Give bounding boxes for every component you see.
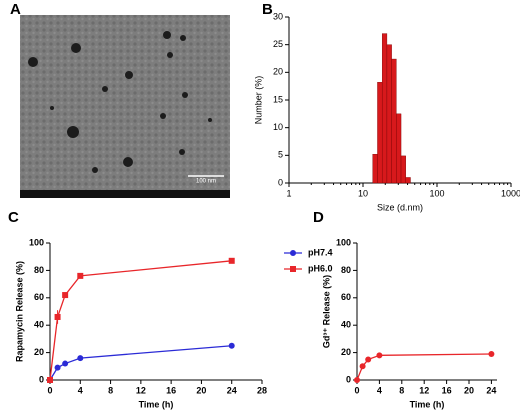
point [62,360,69,367]
image-texture [20,15,230,198]
y-tick-label: 100 [29,237,44,247]
y-tick-label: 20 [341,347,351,357]
info-strip [20,190,230,198]
y-tick-label: 0 [39,374,44,384]
panel-label: C [8,209,19,226]
y-tick-label: 30 [273,11,283,21]
tem-image: 100 nm [20,15,230,198]
point [54,364,61,371]
x-tick-label: 24 [227,385,237,395]
point [77,272,84,279]
x-tick-label: 1 [286,188,291,198]
y-axis-label: Rapamycin Release (%) [14,261,24,362]
bar [381,33,388,184]
bar [372,154,378,184]
y-tick-label: 10 [273,122,283,132]
x-tick-label: 28 [257,385,267,395]
x-tick-label: 0 [47,385,52,395]
panel-label: B [262,1,273,18]
point [228,342,235,349]
point [77,355,84,362]
y-tick-label: 60 [34,292,44,302]
series-line [49,260,232,381]
y-tick-label: 100 [336,237,351,247]
point [54,313,61,320]
x-tick-label: 16 [442,385,452,395]
x-tick-label: 100 [429,188,444,198]
series-line [49,345,232,381]
y-tick-label: 15 [273,94,283,104]
panel-label: A [10,1,21,18]
x-tick-label: 1000 [501,188,520,198]
point [376,352,383,359]
point [488,350,495,357]
x-axis-label: Time (h) [139,399,174,409]
y-tick-label: 80 [341,265,351,275]
chart: C 0 20 40 60 80 100 0 4 8 12 16 20 24 28 Time (h) Rapamy… [8,209,333,409]
bar [386,44,392,184]
point [359,363,366,370]
x-tick-label: 24 [486,385,496,395]
series-line [356,353,492,381]
x-tick-label: 8 [108,385,113,395]
y-tick-label: 60 [341,292,351,302]
x-tick-label: 0 [354,385,359,395]
point [62,292,69,299]
y-axis-label: Number (%) [253,76,263,125]
x-axis-label: Time (h) [410,399,445,409]
y-tick-label: 0 [278,177,283,187]
point [228,257,235,264]
bar [391,58,397,184]
chart: B 0 5 10 15 20 25 30 1 10 100 1000 Size (d.nm) Number… [253,1,520,212]
y-tick-label: 20 [273,67,283,77]
panel-label: D [313,209,324,226]
point [354,377,360,383]
y-tick-label: 25 [273,39,283,49]
point [47,377,53,383]
x-tick-label: 4 [377,385,382,395]
y-tick-label: 80 [34,265,44,275]
x-tick-label: 12 [419,385,429,395]
y-tick-label: 40 [34,320,44,330]
x-tick-label: 20 [196,385,206,395]
x-tick-label: 12 [136,385,146,395]
x-tick-label: 8 [399,385,404,395]
bar [400,155,406,184]
scale-bar-label: 100 nm [196,179,216,185]
legend-label: pH7.4 [308,247,333,257]
point [365,356,372,363]
x-tick-label: 10 [358,188,368,198]
y-tick-label: 0 [346,374,351,384]
x-tick-label: 20 [464,385,474,395]
y-tick-label: 5 [278,150,283,160]
y-tick-label: 40 [341,320,351,330]
particles [28,31,212,173]
bar [396,113,402,184]
bar [377,82,383,184]
x-tick-label: 4 [78,385,83,395]
chart: D 0 20 40 60 80 100 0 4 8 12 16 20 24 Time (h) Gd³⁺ Rel… [313,209,497,409]
y-axis-label: Gd³⁺ Release (%) [321,275,331,348]
x-tick-label: 16 [166,385,176,395]
x-axis-label: Size (d.nm) [377,202,423,212]
bar [405,177,411,184]
y-tick-label: 20 [34,347,44,357]
legend-marker [290,250,296,256]
legend-label: pH6.0 [308,263,333,273]
legend-marker [290,266,296,272]
